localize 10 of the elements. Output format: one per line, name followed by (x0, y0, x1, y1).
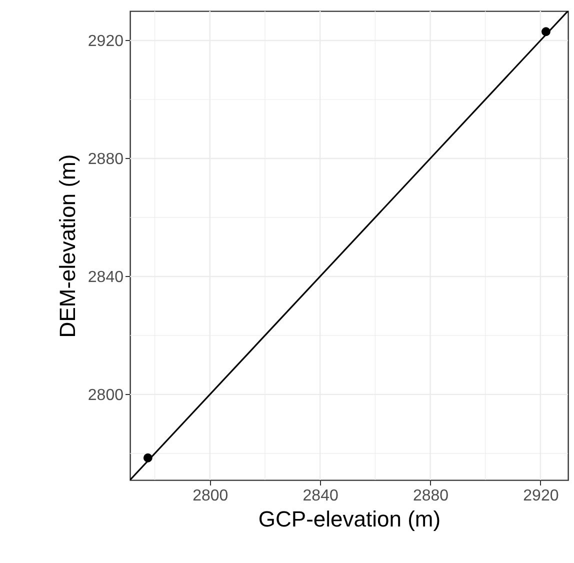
y-tick-label: 2840 (88, 268, 124, 286)
x-tick-label: 2920 (523, 488, 559, 504)
y-tick-label: 2800 (88, 386, 124, 404)
y-tick-label: 2920 (88, 32, 124, 50)
x-tick-label: 2880 (412, 488, 449, 504)
y-tick-label: 2880 (88, 150, 124, 168)
y-axis-title: DEM-elevation (m) (54, 154, 80, 338)
x-tick-label: 2840 (302, 488, 338, 504)
x-tick-label: 2800 (192, 488, 228, 504)
x-axis-title: GCP-elevation (m) (258, 506, 441, 532)
